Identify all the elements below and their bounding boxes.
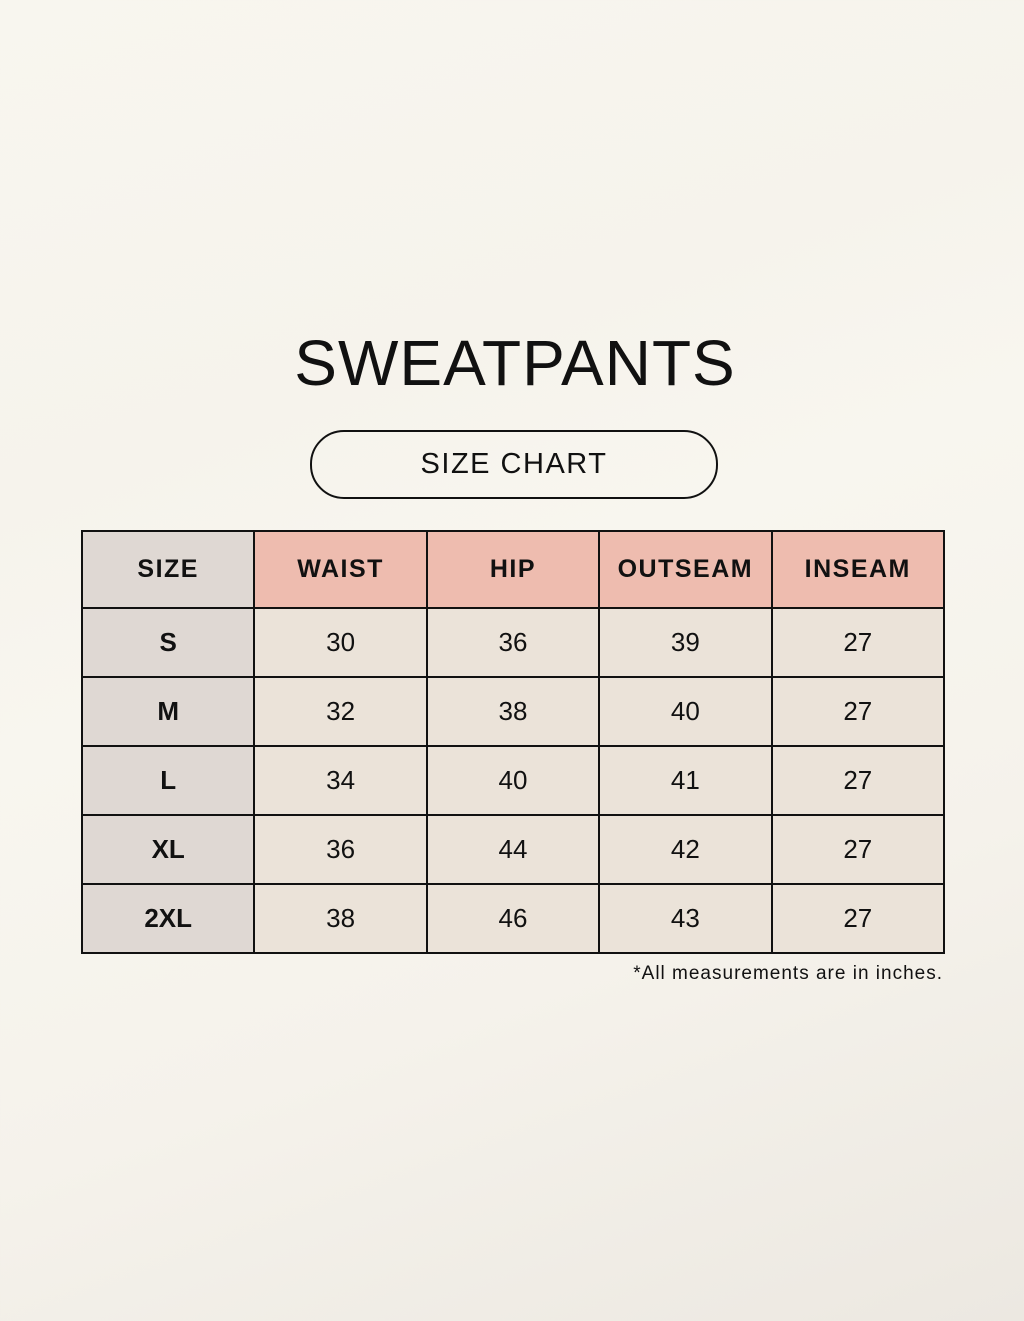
cell-inseam: 27	[770, 814, 946, 885]
header-waist: WAIST	[253, 530, 428, 609]
cell-hip: 40	[425, 745, 601, 816]
cell-hip: 38	[425, 676, 601, 747]
cell-size: M	[80, 676, 256, 747]
header-hip: HIP	[425, 530, 601, 609]
header-inseam: INSEAM	[770, 530, 946, 609]
cell-outseam: 42	[598, 814, 773, 885]
header-size: SIZE	[80, 530, 256, 609]
cell-size: 2XL	[80, 883, 256, 954]
cell-hip: 36	[425, 607, 601, 678]
page-title: SWEATPANTS	[294, 327, 736, 399]
size-chart-label: SIZE CHART	[310, 430, 718, 499]
cell-waist: 30	[253, 607, 428, 678]
table-row: L 34 40 41 27	[80, 745, 946, 816]
cell-outseam: 43	[598, 883, 773, 954]
cell-size: S	[80, 607, 256, 678]
table-row: M 32 38 40 27	[80, 676, 946, 747]
cell-outseam: 39	[598, 607, 773, 678]
cell-inseam: 27	[770, 676, 946, 747]
cell-waist: 38	[253, 883, 428, 954]
cell-size: L	[80, 745, 256, 816]
table-header-row: SIZE WAIST HIP OUTSEAM INSEAM	[80, 530, 946, 609]
size-table: SIZE WAIST HIP OUTSEAM INSEAM S 30 36 39 27 M…	[80, 530, 946, 954]
cell-inseam: 27	[770, 745, 946, 816]
cell-hip: 44	[425, 814, 601, 885]
header-outseam: OUTSEAM	[598, 530, 773, 609]
cell-waist: 34	[253, 745, 428, 816]
cell-outseam: 40	[598, 676, 773, 747]
table-row: XL 36 44 42 27	[80, 814, 946, 885]
cell-hip: 46	[425, 883, 601, 954]
cell-waist: 32	[253, 676, 428, 747]
cell-inseam: 27	[770, 883, 946, 954]
measurement-note: *All measurements are in inches.	[633, 963, 943, 984]
table-row: 2XL 38 46 43 27	[80, 883, 946, 954]
cell-outseam: 41	[598, 745, 773, 816]
table-row: S 30 36 39 27	[80, 607, 946, 678]
cell-size: XL	[80, 814, 256, 885]
cell-inseam: 27	[770, 607, 946, 678]
cell-waist: 36	[253, 814, 428, 885]
